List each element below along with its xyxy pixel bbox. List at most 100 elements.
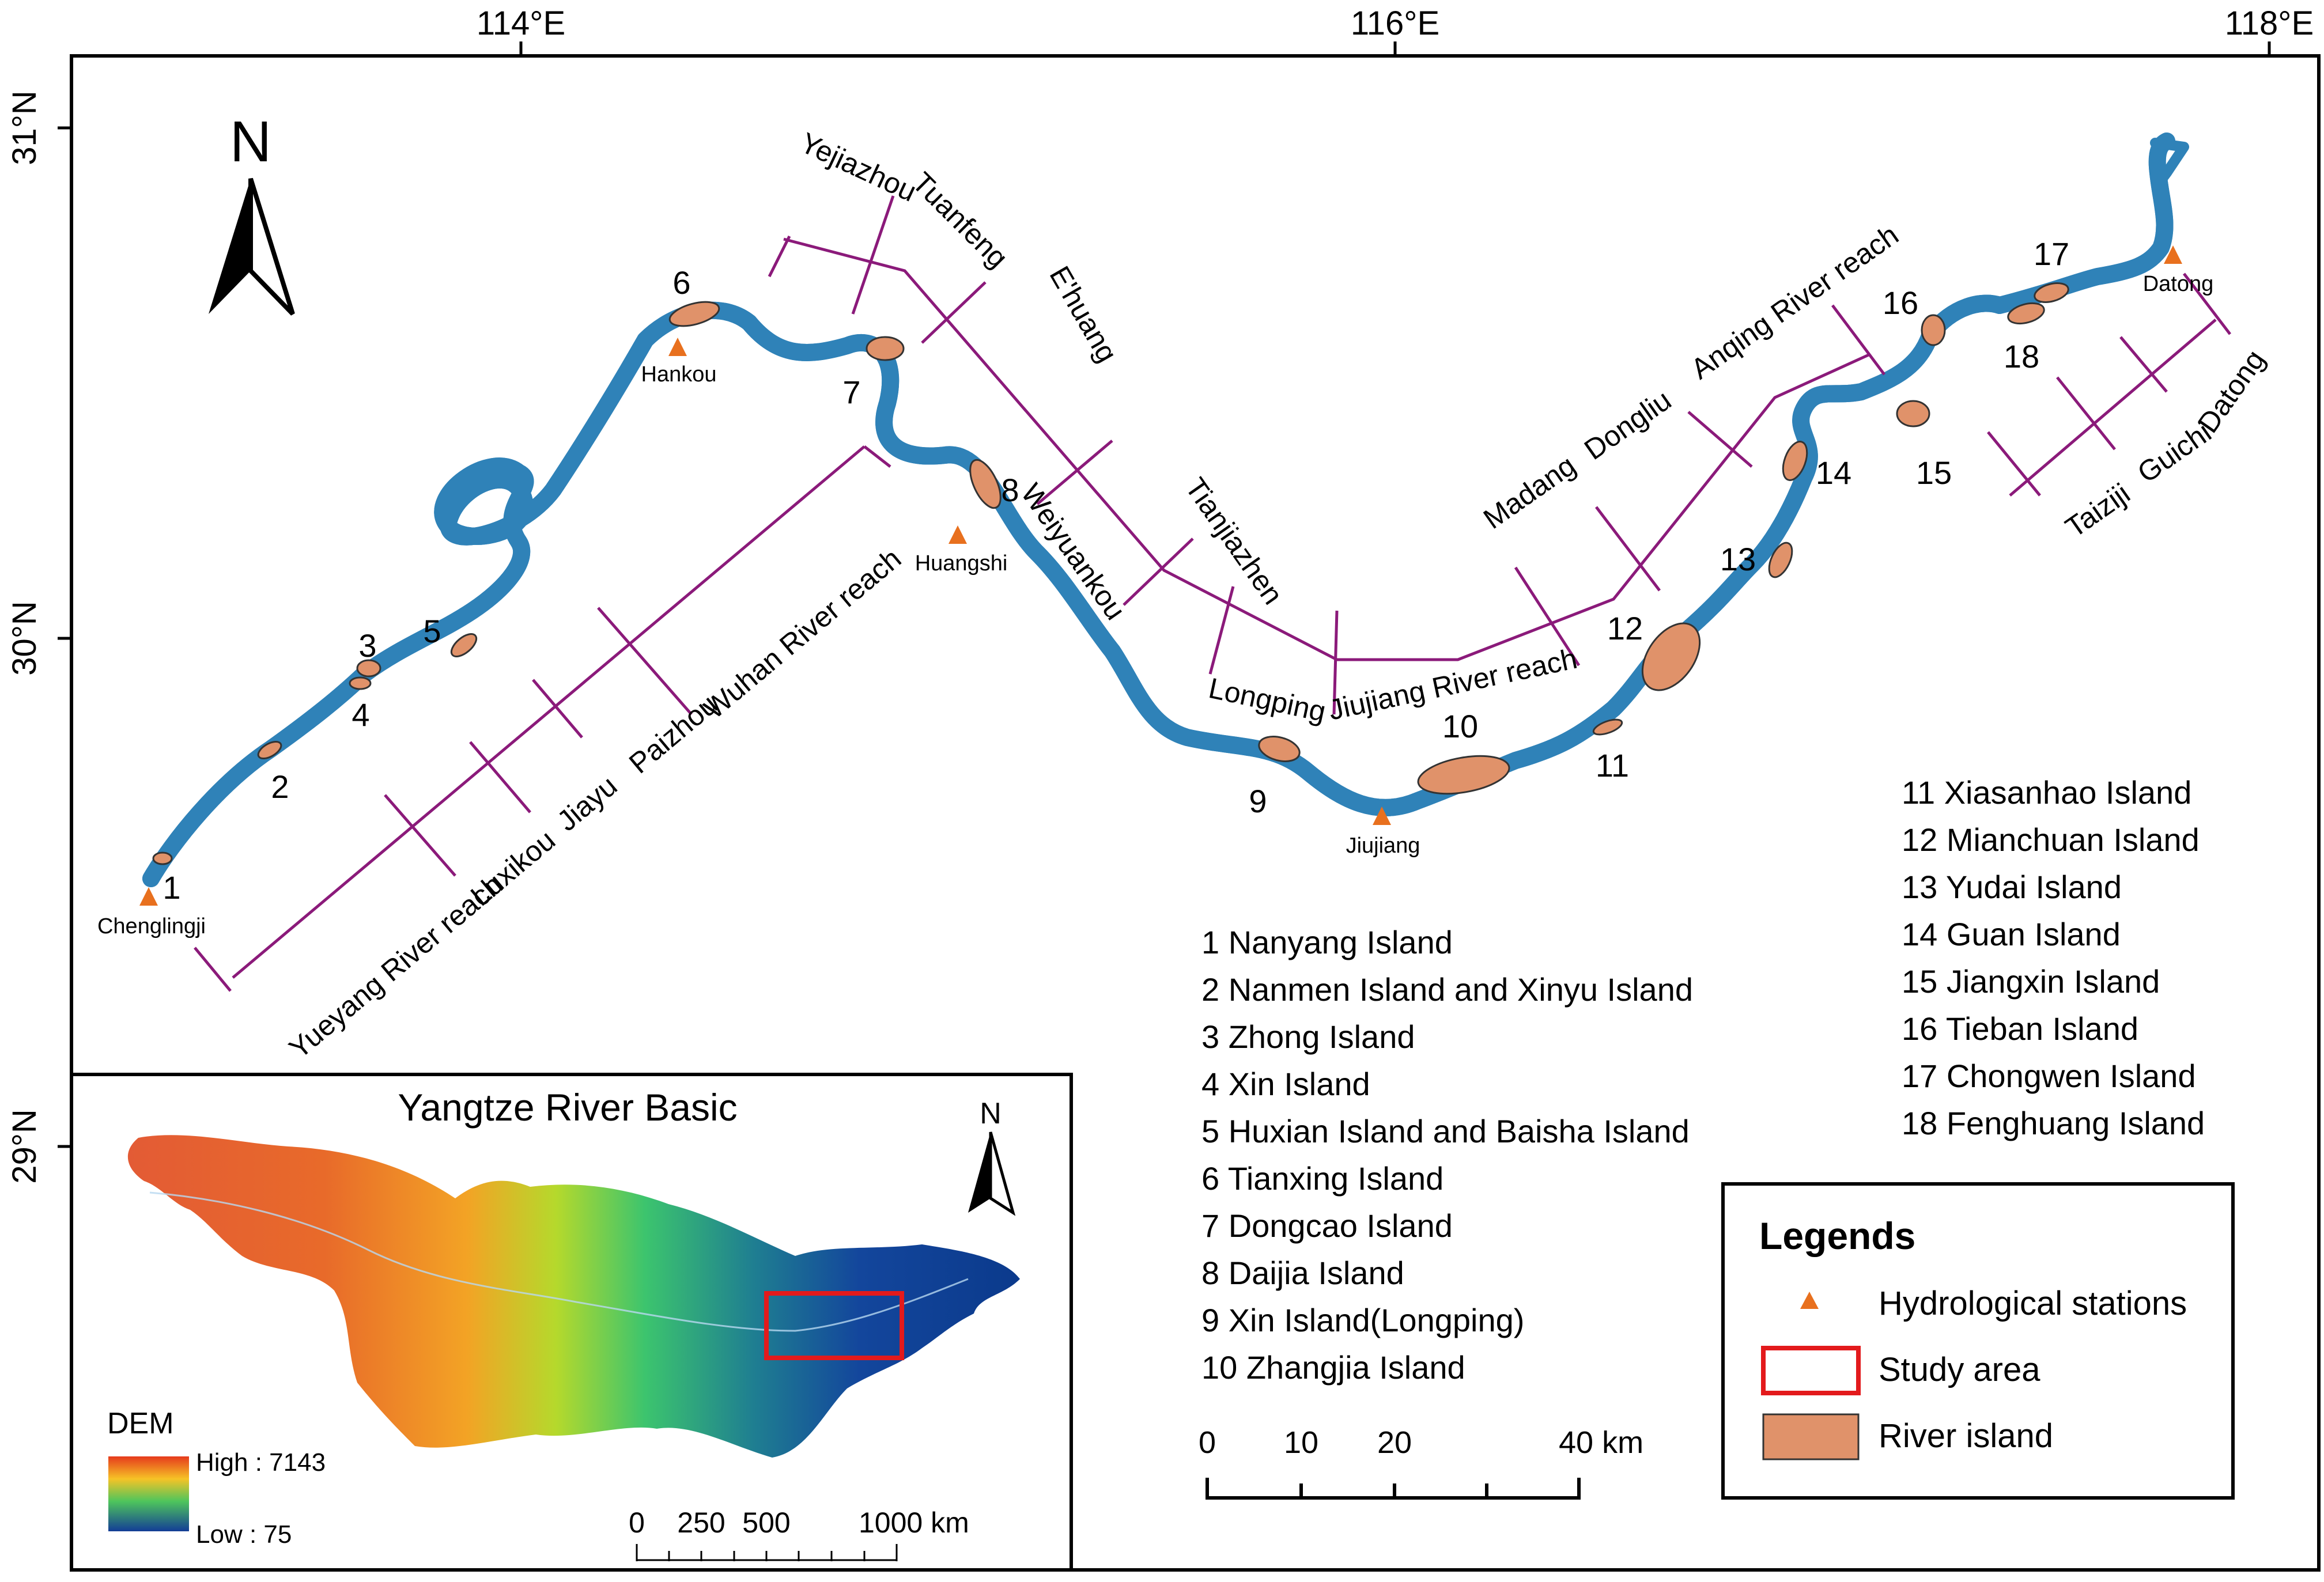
island-6	[668, 301, 720, 327]
island-number: 11	[1596, 747, 1629, 784]
island-list-item: 2 Nanmen Island and Xinyu Island	[1201, 971, 1693, 1008]
island-list-item: 10 Zhangjia Island	[1201, 1349, 1465, 1386]
island-16	[1921, 314, 1946, 346]
island-list-item: 14 Guan Island	[1902, 916, 2121, 952]
island-4	[349, 676, 372, 690]
reach-label-jiayu: Jiayu	[551, 769, 623, 837]
scale-bar: 0 10 20 40 km	[1199, 1425, 1643, 1500]
island-number: 18	[2004, 338, 2039, 374]
island-list-item: 13 Yudai Island	[1902, 869, 2122, 905]
dem-low-label: Low : 75	[196, 1520, 292, 1549]
island-number: 1	[163, 869, 180, 906]
lon-label-118: 118°E	[2225, 5, 2314, 42]
scale-label: 20	[1377, 1425, 1412, 1460]
island-list-item: 18 Fenghuang Island	[1902, 1105, 2205, 1141]
island-number: 6	[672, 264, 690, 301]
map-frame	[70, 54, 2321, 1572]
lat-label-29: 29°N	[6, 1109, 43, 1184]
station-label-jiujiang: Jiujiang	[1346, 834, 1420, 858]
island-number: 9	[1249, 783, 1267, 819]
reach-label-ehuang: E'huang	[1043, 261, 1123, 368]
island-5	[450, 633, 478, 657]
wuhan-reach-baseline	[232, 445, 866, 979]
island-list-item: 6 Tianxing Island	[1201, 1160, 1443, 1197]
island-list-item: 11 Xiasanhao Island	[1902, 774, 2191, 811]
scale-label: 0	[1199, 1425, 1216, 1460]
island-number: 15	[1916, 455, 1952, 491]
island-15	[1896, 400, 1930, 427]
island-list-item: 7 Dongcao Island	[1201, 1208, 1453, 1244]
station-chenglingji-icon	[139, 887, 158, 906]
legend: Legends Hydrological stations Study area…	[1721, 1182, 2235, 1500]
hydrological-stations	[139, 245, 2182, 906]
datong-reach-baseline	[2009, 319, 2217, 497]
river-islands	[152, 282, 2069, 865]
inset-scale-label: 250	[677, 1507, 725, 1539]
inset-north-arrow-icon: N	[968, 1097, 1016, 1216]
reach-label-longping: Longping	[1206, 672, 1329, 728]
inset-scale-label: 1000 km	[859, 1507, 969, 1539]
reach-label-luxikou: Luxikou	[464, 824, 561, 913]
reach-label-taiziji: Taiziji	[2060, 477, 2136, 544]
legend-item-label: Hydrological stations	[1879, 1285, 2187, 1322]
svg-text:N: N	[230, 109, 271, 174]
island-number: 10	[1442, 708, 1478, 744]
station-label-chenglingji: Chenglingji	[97, 914, 206, 938]
reach-lines	[194, 195, 2231, 992]
hydrological-station-icon	[1800, 1292, 1819, 1309]
island-list-item: 9 Xin Island(Longping)	[1201, 1302, 1524, 1338]
inset-scale-label: 0	[629, 1507, 645, 1539]
island-list-item: 8 Daijia Island	[1201, 1255, 1404, 1291]
island-12	[1641, 622, 1701, 691]
island-number: 13	[1720, 541, 1756, 577]
island-number: 16	[1883, 285, 1918, 321]
station-label-datong: Datong	[2143, 272, 2214, 296]
island-13	[1768, 542, 1793, 578]
study-area-box	[764, 1291, 904, 1360]
island-list-item: 1 Nanyang Island	[1201, 924, 1453, 960]
station-label-huangshi: Huangshi	[915, 551, 1008, 576]
island-number: 2	[271, 769, 289, 805]
reach-label-datong: Datong	[2191, 344, 2271, 438]
reach-label-madang: Madang	[1477, 449, 1581, 535]
legend-title: Legends	[1759, 1214, 1915, 1257]
station-label-hankou: Hankou	[641, 362, 717, 387]
island-list-item: 4 Xin Island	[1201, 1066, 1370, 1102]
island-list-item: 16 Tieban Island	[1902, 1010, 2138, 1047]
inset-title: Yangtze River Basic	[398, 1086, 737, 1129]
lon-label-116: 116°E	[1351, 5, 1439, 42]
study-area-swatch	[1761, 1346, 1861, 1395]
reach-label-tuanfeng: Tuanfeng	[906, 166, 1014, 274]
island-11	[1592, 718, 1623, 736]
scale-label: 40 km	[1559, 1425, 1643, 1460]
reach-label-anqing: Anqing River reach	[1685, 218, 1904, 385]
island-18	[2007, 302, 2045, 325]
island-7	[866, 336, 905, 361]
reach-label-yejiazhou: Yejiazhou	[795, 126, 921, 208]
coordinate-ticks	[58, 41, 2271, 1148]
island-9	[1258, 736, 1301, 762]
legend-item-label: Study area	[1879, 1351, 2040, 1388]
island-list-item: 15 Jiangxin Island	[1902, 963, 2160, 1000]
lat-label-30: 30°N	[6, 601, 43, 676]
island-list-item: 3 Zhong Island	[1201, 1019, 1415, 1055]
island-number: 14	[1816, 455, 1851, 491]
island-number: 4	[352, 697, 369, 733]
inset-map: Yangtze River Basic N DEM High : 7143 Lo…	[70, 1073, 1073, 1572]
yangtze-river	[142, 133, 2189, 887]
dem-title: DEM	[107, 1407, 174, 1440]
island-number: 12	[1607, 610, 1643, 646]
reach-label-tianjiazhen: Tianjiazhen	[1179, 472, 1289, 610]
reach-label-wuhan: Wuhan River reach	[698, 542, 907, 725]
island-1	[152, 851, 173, 865]
lon-label-114: 114°E	[477, 5, 565, 42]
island-14	[1782, 441, 1808, 481]
inset-scale-label: 500	[742, 1507, 790, 1539]
island-number: 17	[2034, 236, 2069, 272]
island-8	[969, 459, 1002, 509]
dem-high-label: High : 7143	[196, 1448, 326, 1477]
inset-scale-bar: 0 250 500 1000 km	[629, 1507, 969, 1561]
station-hankou-icon	[668, 338, 687, 356]
scale-label: 10	[1284, 1425, 1318, 1460]
